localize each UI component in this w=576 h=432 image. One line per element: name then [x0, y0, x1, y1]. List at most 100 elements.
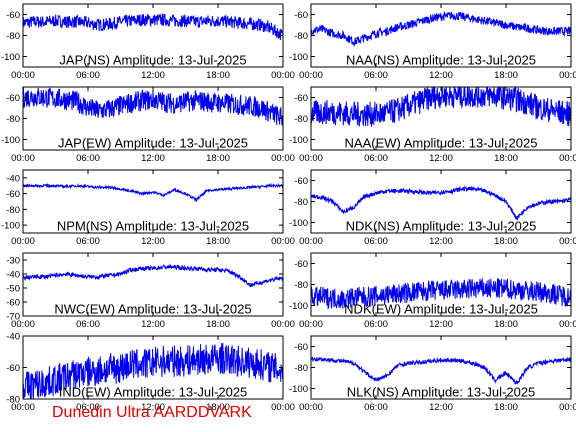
panel-title: IND(EW) Amplitude: 13-Jul-2025: [59, 385, 248, 400]
x-tick-label: 00:00: [299, 236, 323, 247]
y-tick-label: -60: [6, 10, 20, 21]
y-tick-label: -80: [294, 280, 308, 291]
y-tick-label: -40: [6, 173, 20, 184]
x-tick-label: 00:00: [11, 402, 35, 413]
x-tick-label: 12:00: [429, 402, 453, 413]
x-tick-label: 00:00: [559, 402, 576, 413]
x-tick-label: 06:00: [76, 153, 100, 164]
panel-title: NLK(NS) Amplitude: 13-Jul-2025: [347, 385, 536, 400]
x-tick-label: 18:00: [494, 153, 518, 164]
series-line-10-1: [311, 356, 571, 385]
x-tick-label: 18:00: [206, 70, 230, 81]
panel-title: NAA(NS) Amplitude: 13-Jul-2025: [346, 53, 536, 68]
y-tick-label: -100: [1, 135, 20, 146]
y-tick-label: -60: [6, 189, 20, 200]
panel-5: -40 -60 -80 -100 00:00 06:00 12:00 18:00 00:00 NP…: [1, 169, 295, 247]
x-tick-label: 00:00: [11, 236, 35, 247]
series-line-1-1: [23, 13, 283, 41]
panel-8: -60 -80 -100 00:00 06:00 12:00 18:00 00:00 NDK(E…: [289, 252, 576, 330]
x-tick-label: 00:00: [271, 319, 295, 330]
series-line-6-1: [311, 185, 571, 221]
series-line-8-1: [311, 278, 571, 310]
x-tick-label: 18:00: [206, 236, 230, 247]
panel-10: -60 -80 -100 00:00 06:00 12:00 18:00 00:00 NLK(N…: [289, 335, 576, 413]
x-tick-label: 00:00: [559, 70, 576, 81]
y-tick-label: -80: [6, 395, 20, 406]
x-tick-label: 00:00: [299, 319, 323, 330]
x-tick-label: 18:00: [206, 402, 230, 413]
y-tick-label: -80: [294, 31, 308, 42]
series-line-5-1: [23, 182, 283, 203]
x-tick-label: 06:00: [76, 319, 100, 330]
series-line-9-1: [23, 343, 283, 399]
panel-title: JAP(EW) Amplitude: 13-Jul-2025: [58, 136, 248, 151]
x-tick-label: 18:00: [494, 319, 518, 330]
footer-credit: Dunedin Ultra AARDDVARK: [52, 404, 252, 421]
y-tick-label: -60: [6, 363, 20, 374]
y-tick-label: -60: [294, 93, 308, 104]
y-tick-label: -80: [294, 197, 308, 208]
x-tick-label: 12:00: [141, 70, 165, 81]
x-tick-label: 12:00: [429, 153, 453, 164]
x-tick-label: 00:00: [11, 319, 35, 330]
panel-3: -60 -80 -100 00:00 06:00 12:00 18:00 00:00 JAP(E…: [1, 86, 295, 164]
panel-2: -60 -80 -100 00:00 06:00 12:00 18:00 00:00 NAA(N…: [289, 3, 576, 81]
y-tick-label: -60: [6, 93, 20, 104]
series-line-7-1: [23, 263, 283, 288]
x-tick-label: 06:00: [364, 70, 388, 81]
y-tick-label: -80: [6, 205, 20, 216]
y-tick-label: -100: [289, 52, 308, 63]
x-tick-label: 18:00: [206, 319, 230, 330]
panel-title: NDK(NS) Amplitude: 13-Jul-2025: [346, 219, 537, 234]
x-tick-label: 18:00: [494, 70, 518, 81]
x-tick-label: 18:00: [494, 236, 518, 247]
y-tick-label: -100: [1, 52, 20, 63]
x-tick-label: 06:00: [76, 236, 100, 247]
x-tick-label: 06:00: [364, 402, 388, 413]
y-tick-label: -80: [294, 363, 308, 374]
panel-title: NAA(EW) Amplitude: 13-Jul-2025: [345, 136, 538, 151]
x-tick-label: 00:00: [271, 402, 295, 413]
x-tick-label: 00:00: [299, 153, 323, 164]
x-tick-label: 00:00: [11, 153, 35, 164]
x-tick-label: 12:00: [141, 402, 165, 413]
y-tick-label: -40: [6, 270, 20, 281]
series-line-2-1: [311, 11, 571, 48]
y-tick-label: -100: [289, 135, 308, 146]
x-tick-label: 06:00: [364, 153, 388, 164]
x-tick-label: 12:00: [429, 70, 453, 81]
x-tick-label: 18:00: [206, 153, 230, 164]
panel-title: NPM(NS) Amplitude: 13-Jul-2025: [57, 219, 249, 234]
y-tick-label: -30: [6, 256, 20, 267]
x-tick-label: 00:00: [271, 236, 295, 247]
panel-6: -60 -80 -100 00:00 06:00 12:00 18:00 00:00 NDK(N…: [289, 169, 576, 247]
x-tick-label: 00:00: [559, 319, 576, 330]
x-tick-label: 00:00: [559, 236, 576, 247]
y-tick-label: -100: [289, 301, 308, 312]
x-tick-label: 00:00: [559, 153, 576, 164]
panel-title: NWC(EW) Amplitude: 13-Jul-2025: [54, 302, 251, 317]
x-tick-label: 06:00: [364, 236, 388, 247]
panel-title: JAP(NS) Amplitude: 13-Jul-2025: [59, 53, 246, 68]
y-tick-label: -70: [6, 312, 20, 323]
x-tick-label: 18:00: [494, 402, 518, 413]
panel-1: -60 -80 -100 00:00 06:00 12:00 18:00 00:00 JAP(N…: [1, 3, 295, 81]
y-tick-label: -60: [294, 176, 308, 187]
y-tick-label: -60: [294, 259, 308, 270]
x-tick-label: 12:00: [429, 319, 453, 330]
y-tick-label: -100: [289, 218, 308, 229]
y-tick-label: -60: [294, 10, 308, 21]
panel-4: -60 -80 -100 00:00 06:00 12:00 18:00 00:00 NAA(E…: [289, 86, 576, 164]
y-tick-label: -60: [294, 342, 308, 353]
x-tick-label: 12:00: [429, 236, 453, 247]
x-tick-label: 00:00: [271, 153, 295, 164]
panel-title: NDK(EW) Amplitude: 13-Jul-2025: [344, 302, 538, 317]
x-tick-label: 06:00: [76, 402, 100, 413]
y-tick-label: -80: [6, 114, 20, 125]
x-tick-label: 00:00: [271, 70, 295, 81]
y-tick-label: -80: [294, 114, 308, 125]
x-tick-label: 00:00: [299, 70, 323, 81]
